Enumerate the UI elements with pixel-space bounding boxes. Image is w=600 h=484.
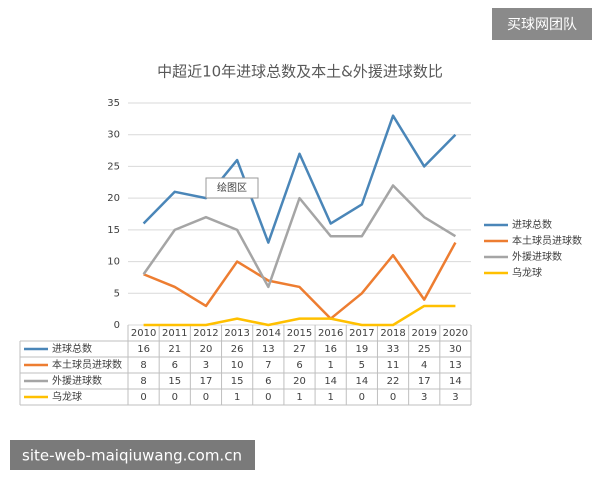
legend-label: 本土球员进球数 (512, 234, 582, 247)
table-cell: 16 (324, 344, 337, 355)
series-line (143, 241, 457, 320)
watermark-box (10, 440, 255, 470)
x-tick-label: 2020 (443, 328, 468, 339)
series-line (143, 304, 456, 327)
table-cell: 7 (265, 360, 271, 371)
y-tick-label: 25 (107, 161, 120, 172)
table-cell: 15 (168, 376, 181, 387)
table-cell: 20 (293, 376, 306, 387)
y-tick-label: 30 (107, 130, 120, 141)
x-tick-label: 2011 (162, 328, 187, 339)
legend-label: 乌龙球 (512, 266, 542, 279)
table-cell: 5 (359, 360, 365, 371)
table-cell: 0 (203, 392, 209, 403)
x-tick-label: 2013 (224, 328, 249, 339)
x-tick-label: 2014 (256, 328, 281, 339)
series-line (142, 184, 457, 289)
tooltip: 绘图区 (217, 181, 247, 194)
table-cell: 1 (327, 392, 333, 403)
table-row-label: 本土球员进球数 (52, 358, 122, 371)
table-cell: 0 (359, 392, 365, 403)
table-cell: 8 (140, 360, 146, 371)
table-cell: 21 (168, 344, 181, 355)
table-cell: 26 (231, 344, 244, 355)
table-cell: 16 (137, 344, 150, 355)
table-cell: 13 (262, 344, 275, 355)
table-cell: 14 (355, 376, 368, 387)
table-cell: 19 (355, 344, 368, 355)
table-cell: 0 (172, 392, 178, 403)
legend-label: 进球总数 (512, 218, 552, 231)
table-cell: 6 (172, 360, 178, 371)
y-tick-label: 10 (107, 257, 120, 268)
table-cell: 14 (449, 376, 462, 387)
table-cell: 27 (293, 344, 306, 355)
table-cell: 14 (324, 376, 337, 387)
x-tick-label: 2017 (349, 328, 374, 339)
table-cell: 25 (418, 344, 431, 355)
series-line (142, 114, 457, 244)
table-cell: 11 (387, 360, 400, 371)
x-tick-label: 2016 (318, 328, 343, 339)
table-cell: 17 (418, 376, 431, 387)
x-tick-label: 2010 (131, 328, 156, 339)
table-cell: 6 (265, 376, 271, 387)
table-cell: 10 (231, 360, 244, 371)
y-tick-label: 35 (107, 98, 120, 109)
table-cell: 3 (452, 392, 458, 403)
table-row-label: 乌龙球 (52, 390, 82, 403)
table-cell: 15 (231, 376, 244, 387)
watermark: 买球网团队 (507, 17, 577, 33)
chart-title: 中超近10年进球总数及本土&外援进球数比 (157, 63, 443, 81)
table-row-label: 进球总数 (52, 342, 92, 355)
x-tick-label: 2015 (287, 328, 312, 339)
watermark: site-web-maiqiuwang.com.cn (22, 447, 242, 465)
table-cell: 3 (203, 360, 209, 371)
table-cell: 0 (140, 392, 146, 403)
table-cell: 30 (449, 344, 462, 355)
table-cell: 22 (387, 376, 400, 387)
table-cell: 13 (449, 360, 462, 371)
table-cell: 20 (200, 344, 213, 355)
table-cell: 0 (265, 392, 271, 403)
y-tick-label: 20 (107, 193, 120, 204)
y-tick-label: 5 (114, 288, 120, 299)
table-cell: 0 (390, 392, 396, 403)
table-cell: 33 (387, 344, 400, 355)
x-tick-label: 2019 (412, 328, 437, 339)
legend-label: 外援进球数 (512, 250, 562, 263)
table-cell: 17 (200, 376, 213, 387)
table-cell: 6 (296, 360, 302, 371)
table-cell: 8 (140, 376, 146, 387)
x-tick-label: 2012 (193, 328, 218, 339)
table-cell: 4 (421, 360, 427, 371)
table-cell: 1 (234, 392, 240, 403)
x-tick-label: 2018 (380, 328, 405, 339)
watermark-box (492, 8, 592, 40)
table-row-label: 外援进球数 (52, 374, 102, 387)
table-cell: 1 (327, 360, 333, 371)
y-tick-label: 15 (107, 225, 120, 236)
tooltip-box (205, 177, 259, 199)
table-cell: 1 (296, 392, 302, 403)
table-cell: 3 (421, 392, 427, 403)
y-tick-label: 0 (114, 320, 120, 331)
